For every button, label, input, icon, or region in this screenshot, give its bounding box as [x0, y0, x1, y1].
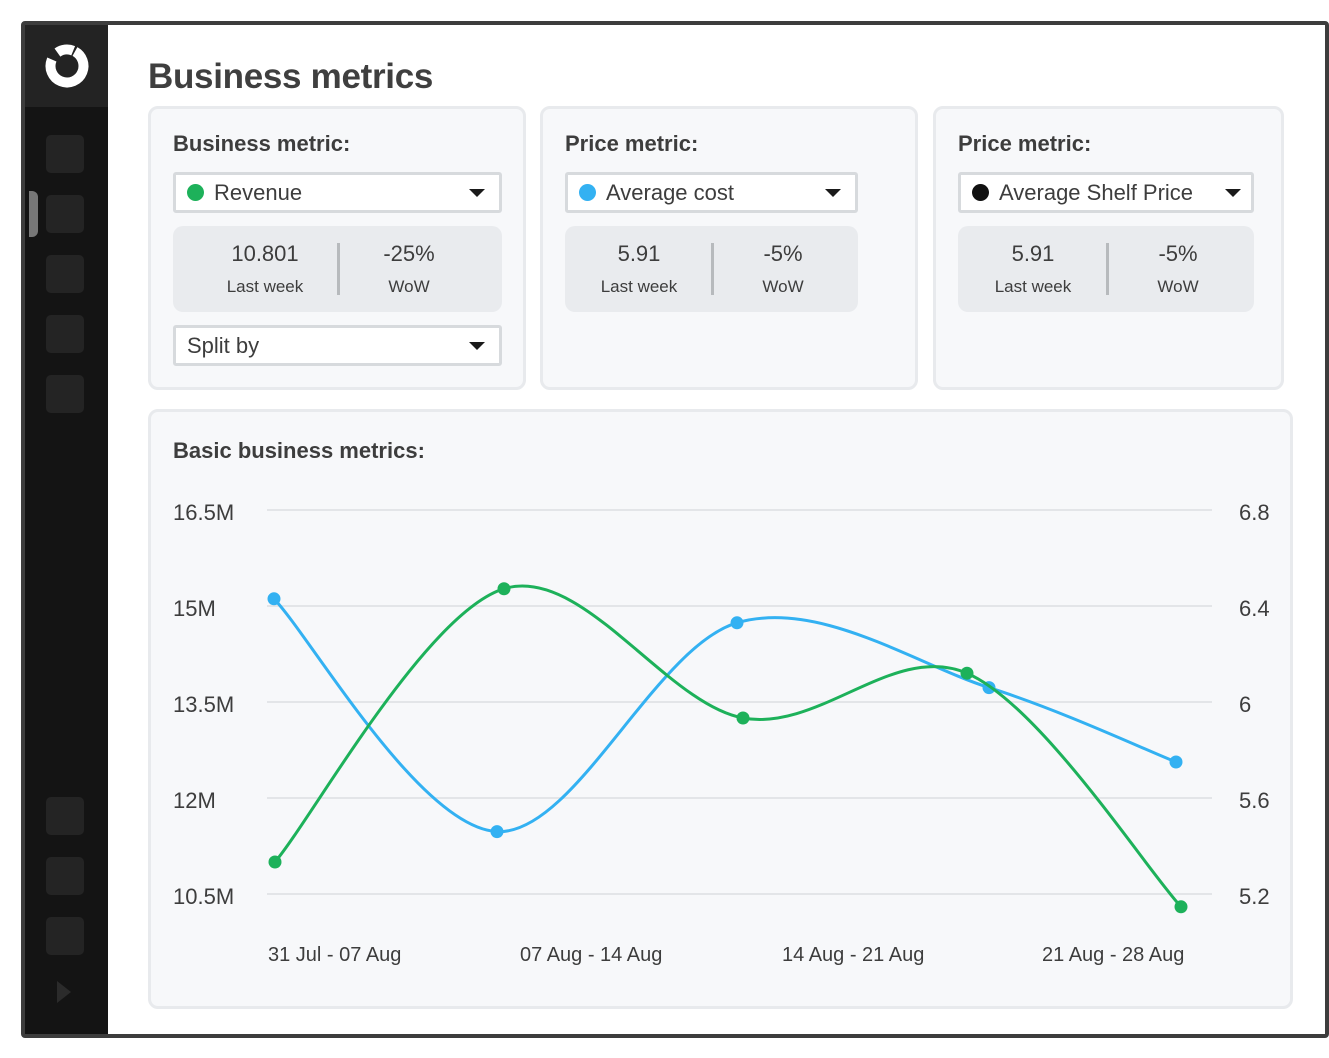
- left-axis-tick: 15M: [173, 596, 216, 621]
- select-placeholder: Split by: [187, 332, 260, 358]
- stat-value-label: Last week: [226, 277, 304, 296]
- series-line-revenue: [273, 584, 1183, 908]
- stat-divider: [1106, 243, 1109, 295]
- right-axis-tick: 6.4: [1239, 596, 1270, 621]
- page-title: Business metrics: [148, 57, 434, 96]
- price-metric-card-1: Price metric: Average cost 5.91 Last wee…: [540, 106, 918, 390]
- left-axis-tick: 16.5M: [173, 500, 235, 525]
- sidebar-item-3[interactable]: [46, 255, 84, 293]
- series-line-average-cost: [272, 597, 1177, 834]
- card-label: Price metric:: [565, 131, 699, 156]
- left-axis-tick: 12M: [173, 788, 216, 813]
- stat-value: 10.801: [231, 241, 299, 266]
- data-point[interactable]: [736, 711, 750, 725]
- stat-value: 5.91: [617, 241, 661, 266]
- business-metric-select[interactable]: Revenue: [173, 172, 502, 213]
- stat-change-label: WoW: [762, 277, 804, 296]
- stat-value-label: Last week: [600, 277, 678, 296]
- chevron-down-icon: [469, 189, 485, 197]
- data-point[interactable]: [497, 582, 511, 596]
- chart-card: Basic business metrics: 16.5M 15M 13.5M …: [148, 409, 1293, 1009]
- stat-change: -5%: [763, 241, 803, 266]
- x-axis-tick: 14 Aug - 21 Aug: [782, 944, 925, 966]
- chevron-down-icon: [1225, 189, 1241, 197]
- price-metric-select-2[interactable]: Average Shelf Price: [958, 172, 1254, 213]
- stat-change-label: WoW: [388, 277, 430, 296]
- sidebar-item-4[interactable]: [46, 315, 84, 353]
- stat-value-label: Last week: [994, 277, 1072, 296]
- sidebar-bottom-item-3[interactable]: [46, 917, 84, 955]
- data-point[interactable]: [268, 855, 282, 869]
- price-metric-select-1[interactable]: Average cost: [565, 172, 858, 213]
- split-by-select[interactable]: Split by: [173, 325, 502, 366]
- data-point[interactable]: [490, 825, 504, 839]
- select-value: Average cost: [606, 179, 735, 205]
- average-shelf-price-dot-icon: [972, 184, 989, 201]
- sidebar-item-5[interactable]: [46, 375, 84, 413]
- left-axis-tick: 10.5M: [173, 884, 235, 909]
- x-axis-tick: 21 Aug - 28 Aug: [1042, 944, 1185, 966]
- stat-value: 5.91: [1011, 241, 1055, 266]
- stat-box: 5.91 Last week -5% WoW: [958, 226, 1254, 312]
- right-axis-tick: 6.8: [1239, 500, 1270, 525]
- stat-change-label: WoW: [1157, 277, 1199, 296]
- sidebar-item-2[interactable]: [46, 195, 84, 233]
- logo-area[interactable]: [25, 25, 108, 107]
- x-axis-tick: 07 Aug - 14 Aug: [520, 944, 663, 966]
- stat-divider: [337, 243, 340, 295]
- stat-change: -25%: [383, 241, 435, 266]
- select-value: Average Shelf Price: [999, 179, 1194, 205]
- line-chart: [267, 509, 1212, 914]
- chevron-down-icon: [825, 189, 841, 197]
- card-label: Price metric:: [958, 131, 1092, 156]
- data-point[interactable]: [267, 592, 281, 606]
- active-nav-indicator: [29, 191, 38, 237]
- x-axis-tick: 31 Jul - 07 Aug: [268, 944, 402, 966]
- business-metric-card: Business metric: Revenue 10.801 Last wee…: [148, 106, 526, 390]
- right-axis-tick: 5.2: [1239, 884, 1270, 909]
- chevron-down-icon: [469, 342, 485, 350]
- select-value: Revenue: [214, 179, 303, 205]
- chevron-right-icon[interactable]: [57, 981, 71, 1003]
- data-point[interactable]: [730, 616, 744, 630]
- app-window: Business metrics Business metric: Revenu…: [21, 21, 1329, 1038]
- sidebar-item-1[interactable]: [46, 135, 84, 173]
- stat-box: 10.801 Last week -25% WoW: [173, 226, 502, 312]
- card-label: Business metric:: [173, 131, 351, 156]
- data-point[interactable]: [1174, 900, 1188, 914]
- sidebar-bottom-item-1[interactable]: [46, 797, 84, 835]
- left-axis-tick: 13.5M: [173, 692, 235, 717]
- sidebar: [25, 25, 108, 1034]
- stat-change: -5%: [1158, 241, 1198, 266]
- data-point[interactable]: [1169, 755, 1183, 769]
- right-axis-tick: 5.6: [1239, 788, 1270, 813]
- sidebar-bottom-item-2[interactable]: [46, 857, 84, 895]
- stat-box: 5.91 Last week -5% WoW: [565, 226, 858, 312]
- right-axis-tick: 6: [1239, 692, 1252, 717]
- chart-title: Basic business metrics:: [173, 438, 425, 463]
- stat-divider: [711, 243, 714, 295]
- data-point[interactable]: [960, 666, 974, 680]
- price-metric-card-2: Price metric: Average Shelf Price 5.91 L…: [933, 106, 1284, 390]
- revenue-dot-icon: [187, 184, 204, 201]
- average-cost-dot-icon: [579, 184, 596, 201]
- ring-logo-icon: [45, 44, 88, 88]
